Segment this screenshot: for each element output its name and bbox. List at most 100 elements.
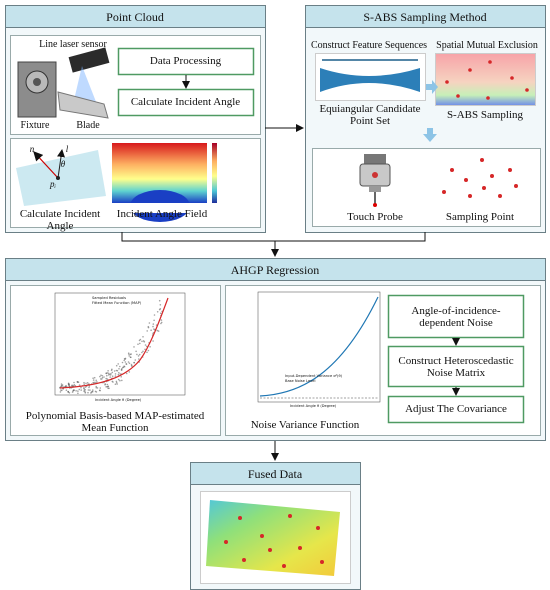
- scatter-dot: [115, 369, 118, 372]
- scatter-dot: [91, 390, 94, 393]
- caption: Incident Angle Field: [116, 208, 208, 220]
- scatter-dot: [120, 369, 123, 371]
- scatter-dot: [92, 377, 94, 380]
- scatter-dot: [117, 363, 119, 365]
- scatter-dot: [117, 373, 120, 376]
- scatter-dot: [160, 322, 162, 325]
- scatter-dot: [119, 379, 121, 382]
- scatter-dot: [84, 386, 87, 388]
- scatter-dot: [106, 374, 108, 377]
- scatter-dot: [121, 361, 124, 364]
- scatter-dot: [125, 363, 128, 365]
- scatter-dot: [123, 358, 126, 360]
- fused-data-panel: [190, 462, 361, 590]
- caption: Polynomial Basis-based MAP-estimated Mea…: [25, 410, 205, 434]
- scatter-dot: [144, 344, 147, 346]
- scatter-dot: [113, 370, 116, 372]
- panel-title: S-ABS Sampling Method: [363, 10, 487, 24]
- symbol: n: [29, 144, 35, 154]
- label: Fixture: [20, 120, 50, 131]
- scatter-dot: [96, 387, 99, 389]
- scatter-dot: [88, 386, 90, 389]
- caption: Calculate Incident Angle: [19, 208, 101, 232]
- axis-label: Incident Angle θ (Degree): [290, 404, 337, 408]
- scatter-dot: [160, 321, 163, 324]
- scatter-dot: [150, 329, 152, 332]
- panel-title: Fused Data: [247, 467, 303, 481]
- scatter-dot: [77, 392, 79, 395]
- step-label: Adjust The Covariance: [405, 403, 507, 415]
- scatter-dot: [146, 351, 148, 354]
- scatter-dot: [101, 375, 104, 377]
- scatter-dot: [67, 383, 70, 386]
- scatter-dot: [125, 372, 128, 375]
- scatter-dot: [128, 371, 131, 373]
- caption: Sampling Point: [445, 211, 515, 223]
- scatter-dot: [87, 391, 89, 394]
- scatter-dot: [115, 381, 118, 384]
- scatter-dot: [68, 392, 71, 394]
- scatter-dot: [87, 389, 90, 391]
- step-label: Construct Heteroscedastic Noise Matrix: [398, 355, 514, 379]
- panel-title: Point Cloud: [106, 10, 164, 24]
- step-label: Data Processing: [149, 55, 222, 67]
- scatter-dot: [127, 361, 130, 363]
- scatter-dot: [136, 353, 138, 356]
- scatter-dot: [152, 340, 154, 342]
- scatter-dot: [77, 390, 79, 392]
- scatter-dot: [149, 346, 151, 348]
- scatter-dot: [124, 361, 127, 363]
- scatter-dot: [148, 322, 151, 324]
- scatter-dot: [92, 389, 94, 391]
- scatter-dot: [105, 386, 107, 388]
- scatter-dot: [61, 384, 63, 387]
- scatter-dot: [118, 368, 120, 370]
- scatter-dot: [80, 389, 82, 391]
- scatter-dot: [146, 330, 148, 332]
- legend-entry: Fitted Mean Function (MAP): [92, 301, 142, 305]
- caption: Noise Variance Function: [250, 419, 360, 431]
- scatter-dot: [84, 389, 86, 391]
- scatter-dot: [127, 352, 130, 355]
- scatter-dot: [89, 389, 91, 391]
- scatter-dot: [67, 390, 69, 393]
- scatter-dot: [107, 372, 110, 375]
- scatter-dot: [128, 362, 131, 365]
- scatter-dot: [60, 383, 63, 385]
- scatter-dot: [110, 372, 112, 375]
- scatter-dot: [75, 390, 77, 392]
- scatter-dot: [83, 390, 85, 393]
- scatter-dot: [73, 389, 75, 391]
- scatter-dot: [128, 355, 130, 357]
- scatter-dot: [138, 358, 140, 360]
- scatter-dot: [61, 389, 63, 392]
- scatter-dot: [134, 359, 137, 361]
- scatter-dot: [103, 376, 105, 378]
- scatter-dot: [120, 376, 122, 378]
- label: Line laser sensor: [39, 39, 107, 50]
- scatter-dot: [105, 372, 108, 375]
- scatter-dot: [122, 366, 124, 369]
- scatter-dot: [84, 392, 87, 394]
- scatter-dot: [78, 384, 81, 386]
- scatter-dot: [130, 353, 132, 355]
- caption: Equiangular Candidate Point Set: [319, 103, 421, 127]
- scatter-dot: [83, 381, 85, 384]
- scatter-dot: [160, 319, 163, 321]
- scatter-dot: [119, 365, 121, 368]
- scatter-dot: [151, 333, 154, 335]
- symbol: θ: [60, 159, 66, 169]
- label: Construct Feature Sequences: [310, 40, 428, 51]
- scatter-dot: [94, 381, 96, 384]
- scatter-dot: [114, 383, 117, 386]
- scatter-dot: [90, 392, 92, 394]
- scatter-dot: [85, 382, 87, 385]
- scatter-dot: [108, 387, 110, 390]
- scatter-dot: [92, 381, 94, 384]
- scatter-dot: [83, 383, 85, 386]
- scatter-dot: [115, 380, 118, 383]
- symbol: pᵢ: [50, 179, 56, 189]
- legend-entry: Sampled Residuals: [92, 296, 126, 300]
- scatter-dot: [158, 308, 161, 311]
